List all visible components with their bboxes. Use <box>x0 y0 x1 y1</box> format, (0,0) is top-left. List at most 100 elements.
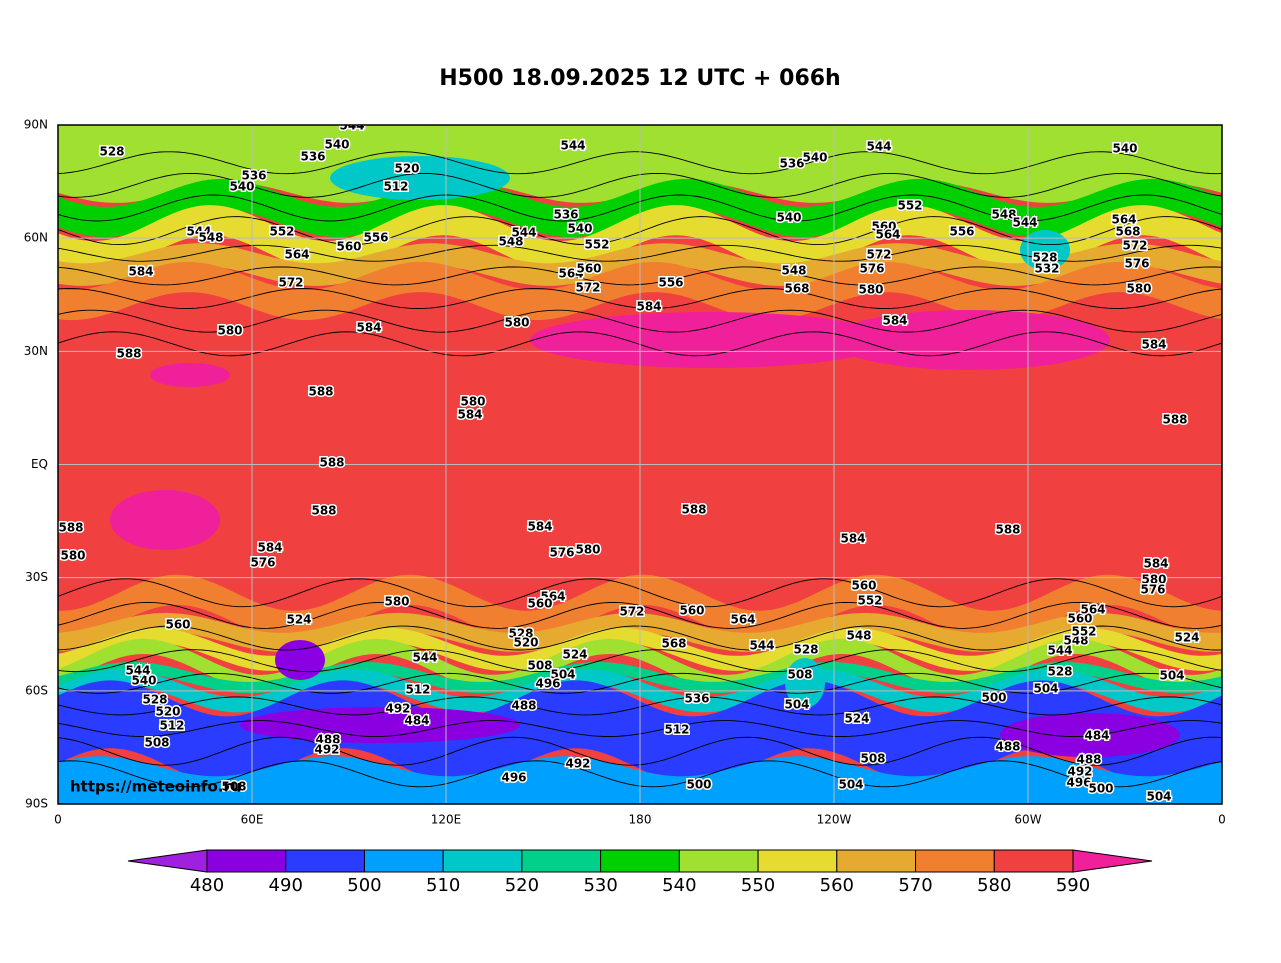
contour-label: 540 <box>1112 142 1137 156</box>
contour-label: 580 <box>60 549 85 563</box>
contour-label: 512 <box>405 683 430 697</box>
lon-tick-label: 120E <box>431 813 462 827</box>
contour-label: 524 <box>286 613 311 627</box>
colorbar-label: 510 <box>426 875 460 896</box>
contour-label: 560 <box>165 618 190 632</box>
contour-label: 524 <box>844 712 869 726</box>
contour-label: 532 <box>1034 262 1059 276</box>
contour-label: 548 <box>498 235 523 249</box>
contour-label: 496 <box>535 677 560 691</box>
colorbar-label: 540 <box>662 875 696 896</box>
contour-label: 564 <box>540 590 565 604</box>
high-blob <box>580 322 740 358</box>
height-band <box>58 627 1222 671</box>
contour-label: 504 <box>838 778 863 792</box>
contour-label: 568 <box>1115 225 1140 239</box>
contour-label: 544 <box>1047 644 1072 658</box>
lat-tick-label: 90N <box>24 118 48 132</box>
contour-label: 580 <box>1141 573 1166 587</box>
contour-label: 528 <box>793 643 818 657</box>
colorbar-label: 560 <box>820 875 854 896</box>
contour-label: 528 <box>508 627 533 641</box>
contour-label: 564 <box>1111 213 1136 227</box>
colorbar-box <box>915 849 995 873</box>
lon-tick-label: 120W <box>817 813 852 827</box>
contour-label: 576 <box>250 556 275 570</box>
colorbar-box <box>993 849 1074 873</box>
contour-label: 544 <box>511 226 536 240</box>
colorbar-extend <box>1072 849 1153 873</box>
lon-tick-label: 60W <box>1014 813 1041 827</box>
contour-label: 496 <box>501 771 526 785</box>
contour-label: 500 <box>981 691 1006 705</box>
contour-label: 544 <box>125 664 150 678</box>
contour-label: 588 <box>311 504 336 518</box>
contour-label: 564 <box>558 267 583 281</box>
contour-label: 552 <box>269 225 294 239</box>
contour-label: 584 <box>1141 338 1166 352</box>
contour-label: 568 <box>661 637 686 651</box>
contour-label: 572 <box>575 281 600 295</box>
colorbar-label: 490 <box>269 875 303 896</box>
colorbar-box <box>836 849 917 873</box>
contour-label: 484 <box>1084 729 1109 743</box>
contour-label: 528 <box>99 145 124 159</box>
contour-label: 548 <box>846 629 871 643</box>
lon-tick-label: 180 <box>629 813 652 827</box>
colorbar-label: 580 <box>977 875 1011 896</box>
contour-label: 588 <box>995 523 1020 537</box>
contour-label: 500 <box>1088 782 1113 796</box>
contour-label: 584 <box>840 532 865 546</box>
contour-label: 580 <box>1126 282 1151 296</box>
contour-label: 564 <box>284 248 309 262</box>
contour-label: 552 <box>584 238 609 252</box>
contour-label: 488 <box>1076 753 1101 767</box>
contour-label: 552 <box>1071 625 1096 639</box>
contour-label: 540 <box>131 674 156 688</box>
contour-label: 508 <box>860 752 885 766</box>
contour-label: 512 <box>383 180 408 194</box>
contour-label: 564 <box>875 228 900 242</box>
contour-label: 552 <box>857 594 882 608</box>
lat-tick-label: 30N <box>24 344 48 358</box>
contour-label: 492 <box>565 757 590 771</box>
contour-label: 584 <box>882 314 907 328</box>
contour-label: 548 <box>991 208 1016 222</box>
contour-label: 540 <box>802 151 827 165</box>
contour-label: 584 <box>527 520 552 534</box>
contour-label: 520 <box>394 162 419 176</box>
contour-label: 528 <box>1047 665 1072 679</box>
contour-label: 512 <box>664 723 689 737</box>
contour-label: 572 <box>866 248 891 262</box>
colorbar-box <box>678 849 759 873</box>
contour-label: 504 <box>1146 790 1171 804</box>
contour-label: 576 <box>549 546 574 560</box>
contour-label: 524 <box>1174 631 1199 645</box>
low-blob <box>1000 713 1180 757</box>
lat-tick-label: 60S <box>25 683 48 697</box>
contour-label: 580 <box>858 283 883 297</box>
colorbar-box <box>521 849 602 873</box>
contour-label: 584 <box>636 300 661 314</box>
contour-label: 548 <box>198 231 223 245</box>
contour-label: 488 <box>995 740 1020 754</box>
contour-label: 492 <box>385 702 410 716</box>
contour-label: 572 <box>1122 239 1147 253</box>
contour-label: 544 <box>339 119 364 133</box>
contour-label: 552 <box>897 199 922 213</box>
contour-label: 504 <box>1033 682 1058 696</box>
height-band <box>58 612 1222 652</box>
contour-label: 588 <box>681 503 706 517</box>
contour-label: 520 <box>513 636 538 650</box>
contour-label: 560 <box>1067 612 1092 626</box>
colorbar-label: 530 <box>583 875 617 896</box>
colorbar-box <box>363 849 444 873</box>
contour-label: 584 <box>457 408 482 422</box>
contour-label: 584 <box>1143 557 1168 571</box>
lon-tick-label: 60E <box>241 813 264 827</box>
low-blob <box>330 156 510 200</box>
contour-label: 488 <box>511 699 536 713</box>
contour-label: 588 <box>308 385 333 399</box>
contour-label: 544 <box>1012 216 1037 230</box>
